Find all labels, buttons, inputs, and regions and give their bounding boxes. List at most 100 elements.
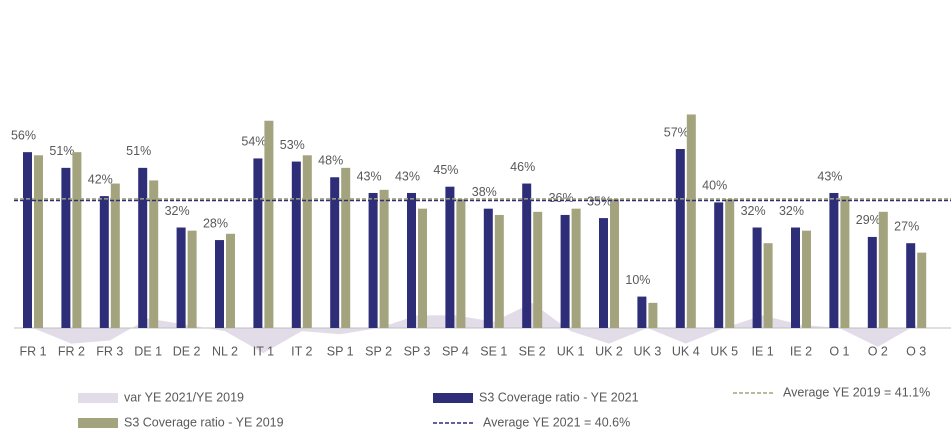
data-label: 46% — [510, 160, 535, 174]
legend-label: Average YE 2021 = 40.6% — [483, 415, 630, 429]
bar — [176, 227, 186, 328]
legend-label: S3 Coverage ratio - YE 2021 — [479, 390, 639, 404]
bar — [407, 192, 416, 328]
data-label: 48% — [318, 154, 343, 168]
x-tick-label: IT 1 — [253, 344, 274, 358]
data-label: 57% — [664, 125, 689, 139]
data-label: 51% — [49, 144, 74, 158]
x-tick-label: DE 1 — [134, 344, 162, 358]
x-tick-label: SE 2 — [519, 344, 546, 358]
bar — [34, 155, 43, 328]
x-tick-label: SP 3 — [404, 344, 431, 358]
bar — [149, 180, 159, 328]
bar — [483, 208, 493, 328]
x-tick-label: FR 1 — [19, 344, 46, 358]
bar — [72, 152, 82, 328]
legend-swatch — [78, 418, 118, 428]
x-tick-label: O 2 — [868, 344, 888, 358]
bar — [802, 230, 811, 328]
data-label: 32% — [165, 204, 190, 218]
x-tick-label: UK 3 — [634, 344, 662, 358]
x-tick-label: SE 1 — [480, 344, 507, 358]
bar — [494, 214, 504, 328]
data-label: 38% — [472, 185, 497, 199]
bar — [456, 199, 466, 328]
x-tick-label: O 1 — [829, 344, 849, 358]
bar — [368, 192, 378, 328]
bar — [752, 227, 762, 328]
bar — [840, 196, 850, 328]
x-tick-label: IE 2 — [790, 344, 812, 358]
x-tick-label: IE 1 — [751, 344, 773, 358]
bar — [264, 120, 274, 328]
bar — [599, 218, 608, 328]
bar — [714, 202, 724, 328]
legend-swatch — [78, 393, 118, 403]
bar — [253, 158, 263, 328]
bar — [610, 199, 619, 328]
bar — [533, 211, 543, 328]
x-tick-label: SP 2 — [365, 344, 392, 358]
data-label: 40% — [702, 179, 727, 193]
data-label: 42% — [88, 172, 113, 186]
bar — [560, 214, 570, 328]
bar — [418, 208, 427, 328]
data-label: 32% — [779, 204, 804, 218]
data-label: 56% — [11, 128, 36, 142]
bar — [906, 243, 916, 328]
bar — [226, 233, 235, 328]
data-label: 43% — [817, 169, 842, 183]
data-label: 35% — [587, 194, 612, 208]
bar — [571, 208, 581, 328]
bar — [648, 302, 658, 328]
x-tick-label: NL 2 — [212, 344, 238, 358]
legend-swatch — [433, 393, 473, 403]
data-label: 10% — [625, 273, 650, 287]
bar — [829, 192, 839, 328]
x-tick-label: SP 4 — [442, 344, 469, 358]
bar — [110, 183, 120, 328]
bar — [291, 161, 301, 328]
data-label: 43% — [395, 169, 420, 183]
legend-label: Average YE 2019 = 41.1% — [783, 385, 930, 399]
legend-label: S3 Coverage ratio - YE 2019 — [124, 415, 284, 429]
bar — [675, 149, 685, 328]
x-tick-label: UK 1 — [557, 344, 585, 358]
data-label: 45% — [433, 163, 458, 177]
legend-label: var YE 2021/YE 2019 — [124, 390, 244, 404]
x-tick-label: UK 5 — [710, 344, 738, 358]
data-label: 43% — [357, 169, 382, 183]
bar — [763, 243, 773, 328]
data-label: 29% — [856, 213, 881, 227]
bar — [23, 152, 32, 328]
x-tick-label: O 3 — [906, 344, 926, 358]
bar — [187, 230, 197, 328]
x-tick-label: DE 2 — [173, 344, 201, 358]
bar — [379, 189, 389, 328]
bar — [215, 240, 224, 328]
x-tick-label: FR 3 — [96, 344, 123, 358]
bar — [878, 211, 888, 328]
x-tick-label: UK 4 — [672, 344, 700, 358]
data-label: 28% — [203, 216, 228, 230]
bar — [522, 183, 532, 328]
bar — [686, 114, 696, 328]
bar — [637, 296, 647, 328]
data-label: 53% — [280, 138, 305, 152]
x-tick-label: UK 2 — [595, 344, 623, 358]
x-tick-label: SP 1 — [327, 344, 354, 358]
data-label: 27% — [894, 220, 919, 234]
bar — [917, 252, 927, 328]
bar — [61, 167, 71, 328]
bar — [867, 236, 877, 328]
bar — [99, 196, 109, 328]
bar — [330, 177, 340, 328]
bar — [341, 167, 351, 328]
bar — [138, 167, 148, 328]
bar — [445, 186, 455, 328]
data-label: 32% — [741, 204, 766, 218]
bar — [725, 199, 735, 328]
x-tick-label: IT 2 — [291, 344, 312, 358]
bar — [302, 155, 312, 328]
